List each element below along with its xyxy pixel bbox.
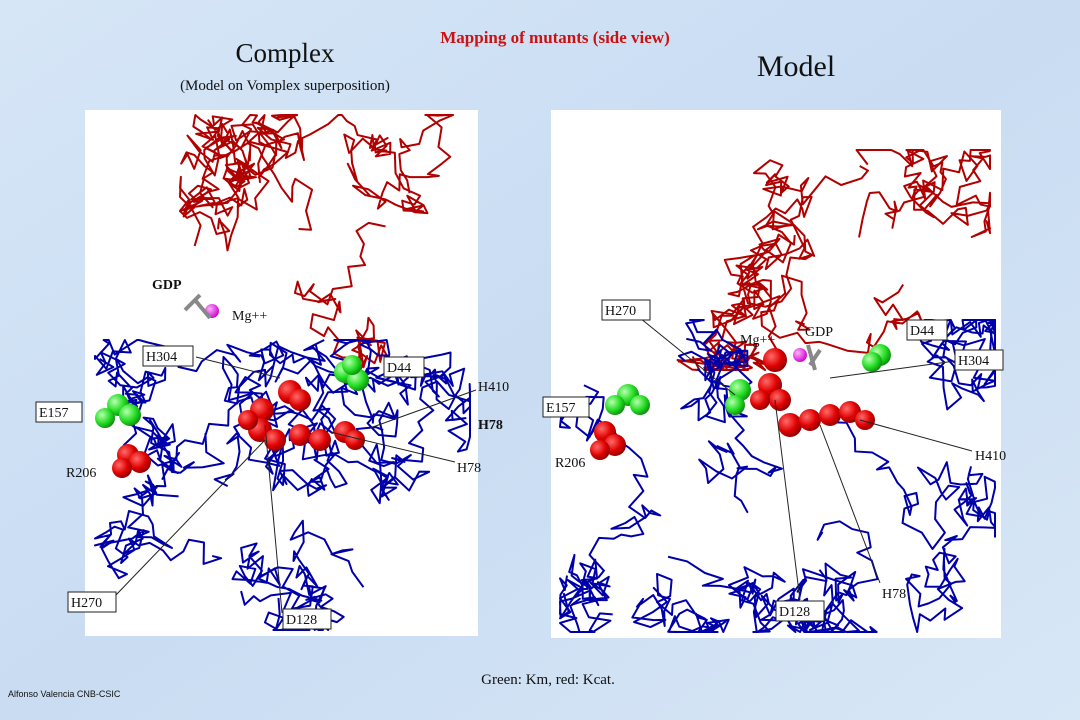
slide-title: Mapping of mutants (side view) [440,28,670,47]
atom-sphere [793,348,807,362]
backbone [723,195,816,308]
legend-note: Green: Km, red: Kcat. [481,672,615,688]
author: Alfonso Valencia CNB-CSIC [8,689,121,699]
atom-sphere [862,352,882,372]
label-box [67,591,117,613]
atom-sphere [112,458,132,478]
residue-label: E157 [39,406,69,421]
backbone [355,373,471,505]
molecule-drawings [94,114,996,633]
panel-title: Model [757,50,835,83]
backbone [680,319,753,422]
residue-label: R206 [555,456,585,471]
atom-sphere [129,451,151,473]
backbone [855,149,991,226]
backbone [796,520,879,633]
backbone [736,159,869,294]
backbone [727,566,878,633]
residue-label: H270 [71,596,102,611]
residue-label: GDP [805,325,833,340]
panel-subtitle: (Model on Vomplex superposition) [180,78,390,94]
atom-sphere [238,410,258,430]
atom-sphere [763,348,787,372]
label-box [282,608,332,630]
label-box [601,299,651,321]
atom-sphere [605,395,625,415]
atom-sphere [289,424,311,446]
backbone [190,131,289,217]
backbone [293,221,393,378]
residue-label: H304 [958,354,989,369]
residue-label: Mg++ [232,309,267,324]
atom-sphere [345,430,365,450]
backbone [559,553,613,633]
atom-sphere [725,395,745,415]
atom-sphere [630,395,650,415]
atom-sphere [769,389,791,411]
label-box [542,396,590,418]
atom-sphere [590,440,610,460]
residue-label: D128 [286,613,317,628]
residue-label: H78 [478,418,503,433]
atom-sphere [819,404,841,426]
ligand-bond [806,344,817,371]
atom-sphere [309,429,331,451]
leader-lines [114,317,973,614]
residue-label: E157 [546,401,576,416]
atom-sphere [289,389,311,411]
residue-label: D128 [779,605,810,620]
ligand-bond [183,293,202,312]
residue-label: GDP [152,278,182,293]
label-box [775,600,825,622]
residue-label: R206 [66,466,96,481]
backbone [94,339,285,414]
atom-sphere [778,413,802,437]
residue-label: D44 [387,361,411,376]
residue-label: H410 [478,380,509,395]
backbone [230,114,392,197]
label-box [954,349,1004,371]
residue-label: Mg++ [740,333,775,348]
backbone [268,339,398,419]
residue-label: H304 [146,350,177,365]
ligand-bond [193,298,212,320]
panel-title: Complex [236,38,335,68]
ligand-bond [808,348,822,367]
atom-sphere [750,390,770,410]
backbone [710,279,924,354]
backbone [905,482,996,633]
atom-sphere [799,409,821,431]
residue-label: H78 [882,587,906,602]
backbone [831,421,996,550]
backbone [677,344,783,514]
label-box [142,345,194,367]
backbone [180,114,306,180]
label-box [383,356,425,378]
residue-label: H410 [975,449,1006,464]
residue-label: H78 [457,461,481,476]
label-box [906,319,948,341]
atom-sphere [95,408,115,428]
backbone [351,114,455,215]
atom-sphere [855,410,875,430]
backbone [631,572,730,633]
backbone [234,376,431,501]
backbone [179,130,314,252]
atom-sphere [342,355,362,375]
residue-label: D44 [910,324,934,339]
backbone [94,474,223,580]
label-box [35,401,83,423]
atom-sphere [119,404,141,426]
atom-sphere [264,429,286,451]
residue-label: H270 [605,304,636,319]
